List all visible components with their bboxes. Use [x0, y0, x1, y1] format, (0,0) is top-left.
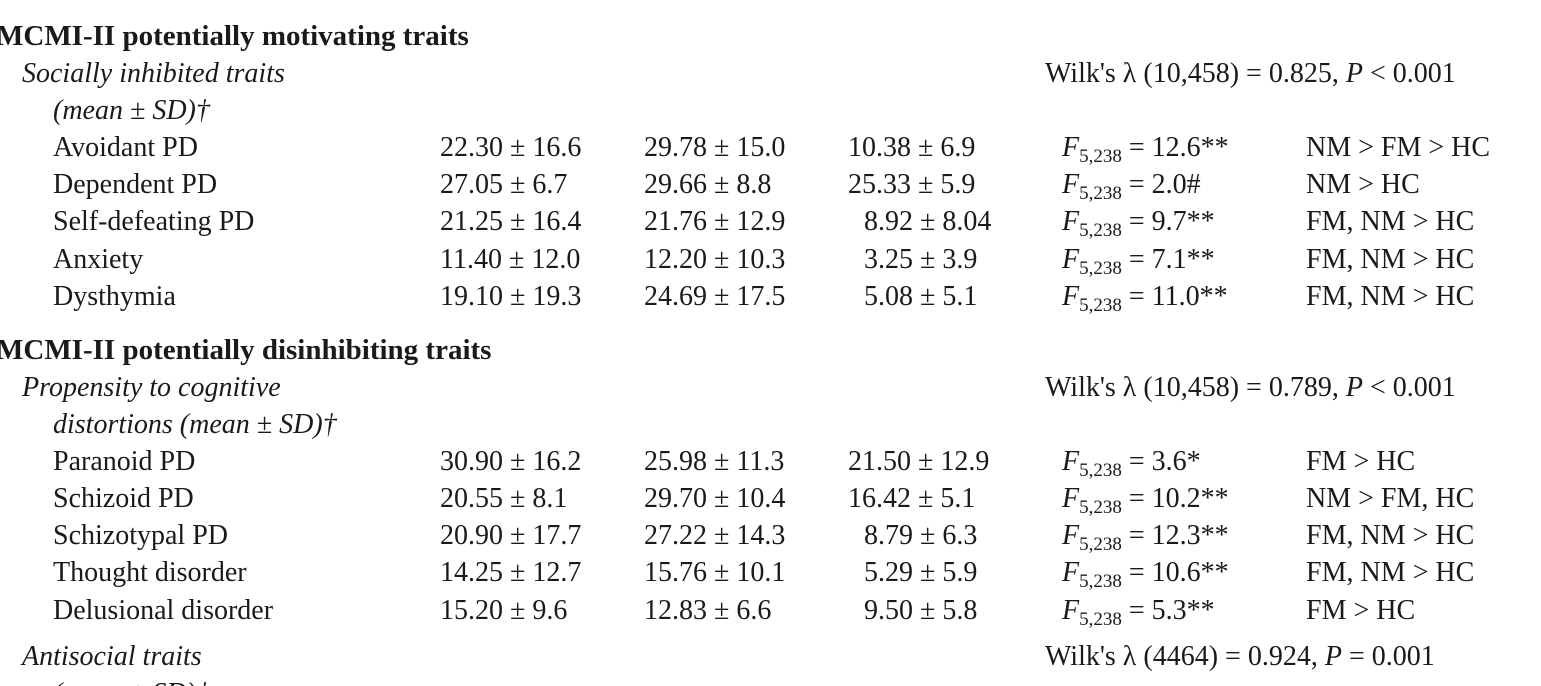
section-heading-row: MCMI-II potentially disinhibiting traits: [0, 332, 1541, 369]
posthoc: FM > HC: [1306, 446, 1416, 477]
f-statistic: F5,238 = 12.3**: [1062, 520, 1229, 555]
table-row: Schizoid PD 20.55 ± 8.1 29.70 ± 10.4 16.…: [0, 480, 1541, 518]
f-statistic: F5,238 = 10.6**: [1062, 557, 1229, 592]
f-statistic: F5,238 = 7.1**: [1062, 244, 1215, 279]
f-statistic: F5,238 = 12.6**: [1062, 132, 1229, 167]
nm-value: 29.70 ± 10.4: [644, 483, 786, 514]
fm-value: 30.90 ± 16.2: [440, 446, 582, 477]
posthoc: NM > FM > HC: [1306, 132, 1491, 163]
section-title: MCMI-II potentially disinhibiting traits: [0, 334, 492, 366]
posthoc: FM, NM > HC: [1306, 281, 1475, 312]
fm-value: 20.90 ± 17.7: [440, 520, 582, 551]
group-header-row: Antisocial traits Wilk's λ (4464) = 0.92…: [0, 638, 1541, 675]
fm-value: 11.40 ± 12.0: [440, 244, 581, 275]
fm-value: 15.20 ± 9.6: [440, 595, 568, 626]
row-label: Dependent PD: [53, 169, 218, 200]
nm-value: 29.66 ± 8.8: [644, 169, 772, 200]
f-statistic: F5,238 = 5.3**: [1062, 595, 1215, 630]
f-statistic: F5,238 = 3.6*: [1062, 446, 1201, 481]
nm-value: 15.76 ± 10.1: [644, 557, 786, 588]
posthoc: FM, NM > HC: [1306, 520, 1475, 551]
nm-value: 25.98 ± 11.3: [644, 446, 785, 477]
row-label: Dysthymia: [53, 281, 176, 312]
fm-value: 20.55 ± 8.1: [440, 483, 568, 514]
wilks-lambda: Wilk's λ (10,458) = 0.789, P < 0.001: [1045, 372, 1456, 403]
hc-value: 5.08 ± 5.1: [864, 281, 978, 312]
wilks-lambda: Wilk's λ (10,458) = 0.825, P < 0.001: [1045, 58, 1456, 89]
hc-value: 5.29 ± 5.9: [864, 557, 978, 588]
row-label: Avoidant PD: [53, 132, 198, 163]
nm-value: 21.76 ± 12.9: [644, 206, 786, 237]
posthoc: NM > FM, HC: [1306, 483, 1475, 514]
hc-value: 9.50 ± 5.8: [864, 595, 978, 626]
table-row: Self-defeating PD 21.25 ± 16.4 21.76 ± 1…: [0, 203, 1541, 241]
row-label: Schizoid PD: [53, 483, 194, 514]
hc-value: 21.50 ± 12.9: [848, 446, 990, 477]
posthoc: FM > HC: [1306, 595, 1416, 626]
table-row: Dependent PD 27.05 ± 6.7 29.66 ± 8.8 25.…: [0, 166, 1541, 204]
f-statistic: F5,238 = 11.0**: [1062, 281, 1228, 316]
row-label: Thought disorder: [53, 557, 247, 588]
posthoc: FM, NM > HC: [1306, 557, 1475, 588]
fm-value: 27.05 ± 6.7: [440, 169, 568, 200]
row-label: Delusional disorder: [53, 595, 274, 626]
wilks-lambda: Wilk's λ (4464) = 0.924, P = 0.001: [1045, 641, 1435, 672]
table-row: Avoidant PD 22.30 ± 16.6 29.78 ± 15.0 10…: [0, 129, 1541, 167]
table-row: Delusional disorder 15.20 ± 9.6 12.83 ± …: [0, 592, 1541, 630]
posthoc: NM > HC: [1306, 169, 1420, 200]
nm-value: 12.83 ± 6.6: [644, 595, 772, 626]
group-header-row: Propensity to cognitive Wilk's λ (10,458…: [0, 369, 1541, 406]
f-statistic: F5,238 = 10.2**: [1062, 483, 1229, 518]
table-row: Dysthymia 19.10 ± 19.3 24.69 ± 17.5 5.08…: [0, 278, 1541, 316]
posthoc: FM, NM > HC: [1306, 206, 1475, 237]
fm-value: 19.10 ± 19.3: [440, 281, 582, 312]
row-label: Paranoid PD: [53, 446, 196, 477]
table-row: Paranoid PD 30.90 ± 16.2 25.98 ± 11.3 21…: [0, 443, 1541, 481]
fm-value: 21.25 ± 16.4: [440, 206, 582, 237]
group-subheader-row: (mean ± SD)†: [0, 675, 1541, 686]
nm-value: 29.78 ± 15.0: [644, 132, 786, 163]
group-subheader-row: distortions (mean ± SD)†: [0, 406, 1541, 443]
group-sub-label: (mean ± SD)†: [53, 95, 210, 126]
fm-value: 14.25 ± 12.7: [440, 557, 582, 588]
group-header-row: Socially inhibited traits Wilk's λ (10,4…: [0, 55, 1541, 92]
nm-value: 24.69 ± 17.5: [644, 281, 786, 312]
row-label: Schizotypal PD: [53, 520, 228, 551]
section-heading-row: MCMI-II potentially motivating traits: [0, 18, 1541, 55]
f-statistic: F5,238 = 2.0#: [1062, 169, 1201, 204]
group-label: Socially inhibited traits: [22, 58, 285, 89]
nm-value: 27.22 ± 14.3: [644, 520, 786, 551]
group-sub-label: distortions (mean ± SD)†: [53, 409, 337, 440]
posthoc: FM, NM > HC: [1306, 244, 1475, 275]
section-title: MCMI-II potentially motivating traits: [0, 20, 469, 52]
hc-value: 25.33 ± 5.9: [848, 169, 976, 200]
hc-value: 8.79 ± 6.3: [864, 520, 978, 551]
hc-value: 16.42 ± 5.1: [848, 483, 976, 514]
hc-value: 3.25 ± 3.9: [864, 244, 978, 275]
group-label: Antisocial traits: [22, 641, 202, 672]
nm-value: 12.20 ± 10.3: [644, 244, 786, 275]
row-label: Anxiety: [53, 244, 144, 275]
table-row: Anxiety 11.40 ± 12.0 12.20 ± 10.3 3.25 ±…: [0, 241, 1541, 279]
f-statistic: F5,238 = 9.7**: [1062, 206, 1215, 241]
table-row: Thought disorder 14.25 ± 12.7 15.76 ± 10…: [0, 554, 1541, 592]
table-row: Schizotypal PD 20.90 ± 17.7 27.22 ± 14.3…: [0, 517, 1541, 555]
group-sub-label: (mean ± SD)†: [53, 675, 210, 686]
hc-value: 10.38 ± 6.9: [848, 132, 976, 163]
hc-value: 8.92 ± 8.04: [864, 206, 992, 237]
fm-value: 22.30 ± 16.6: [440, 132, 582, 163]
row-label: Self-defeating PD: [53, 206, 255, 237]
group-subheader-row: (mean ± SD)†: [0, 92, 1541, 129]
group-label: Propensity to cognitive: [22, 372, 281, 403]
